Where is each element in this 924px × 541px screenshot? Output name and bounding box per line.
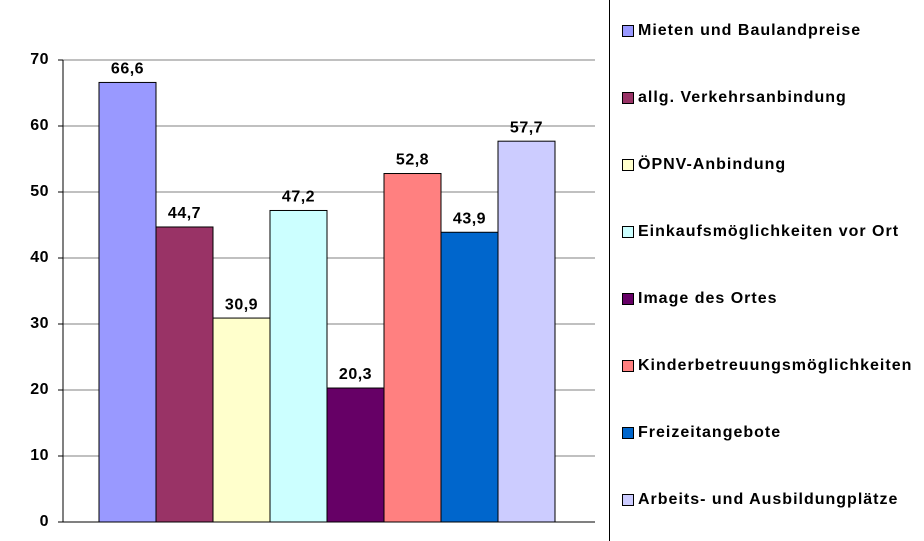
data-label: 20,3: [339, 366, 372, 383]
legend-label: Mieten und Baulandpreise: [638, 22, 862, 39]
legend-entry: Mieten und Baulandpreise: [622, 20, 924, 41]
legend-swatch: [622, 494, 634, 506]
legend-label: Einkaufsmöglichkeiten vor Ort: [638, 223, 900, 240]
legend-label: allg. Verkehrsanbindung: [638, 89, 847, 106]
legend-swatch: [622, 25, 634, 37]
legend-entry: Arbeits- und Ausbildungplätze: [622, 489, 924, 510]
chart: 0 10 20 30 40 50 60 70 66,6 44,7 30,9 47,2 20,3 52,8 4…: [30, 51, 595, 530]
bar: [326, 387, 385, 523]
bar: [383, 173, 442, 523]
data-label: 30,9: [225, 296, 258, 313]
bar: [269, 209, 328, 523]
bar: [440, 231, 499, 523]
bar: [212, 317, 271, 523]
legend-swatch: [622, 92, 634, 104]
y-tick-label: 20: [30, 381, 49, 398]
legend-entry: Einkaufsmöglichkeiten vor Ort: [622, 221, 924, 242]
bar: [155, 226, 214, 523]
legend-entry: allg. Verkehrsanbindung: [622, 87, 924, 108]
y-tick-label: 0: [40, 513, 49, 530]
legend-swatch: [622, 226, 634, 238]
y-tick-label: 30: [30, 315, 49, 332]
bar: [98, 81, 157, 523]
legend-swatch: [622, 360, 634, 372]
y-tick-label: 40: [30, 249, 49, 266]
y-tick-label: 60: [30, 117, 49, 134]
data-label: 66,6: [111, 61, 144, 78]
legend-entry: ÖPNV-Anbindung: [622, 154, 924, 175]
legend-label: Image des Ortes: [638, 290, 778, 307]
data-label: 47,2: [282, 189, 315, 206]
legend-label: Freizeitangebote: [638, 424, 782, 441]
data-label: 43,9: [453, 210, 486, 227]
legend-entry: Kinderbetreuungsmöglichkeiten: [622, 355, 924, 376]
data-label: 57,7: [510, 119, 543, 136]
legend: Mieten und Baulandpreise allg. Verkehrsan…: [609, 0, 924, 541]
legend-swatch: [622, 427, 634, 439]
data-label: 52,8: [396, 152, 429, 169]
legend-label: ÖPNV-Anbindung: [638, 156, 787, 173]
data-label: 44,7: [168, 205, 201, 222]
y-tick-label: 70: [30, 51, 49, 68]
legend-swatch: [622, 293, 634, 305]
legend-entry: Image des Ortes: [622, 288, 924, 309]
y-tick-label: 10: [30, 447, 49, 464]
legend-swatch: [622, 159, 634, 171]
legend-entry: Freizeitangebote: [622, 422, 924, 443]
y-tick-label: 50: [30, 183, 49, 200]
legend-label: Kinderbetreuungsmöglichkeiten: [638, 357, 913, 374]
legend-label: Arbeits- und Ausbildungplätze: [638, 491, 899, 508]
bar: [497, 140, 556, 523]
